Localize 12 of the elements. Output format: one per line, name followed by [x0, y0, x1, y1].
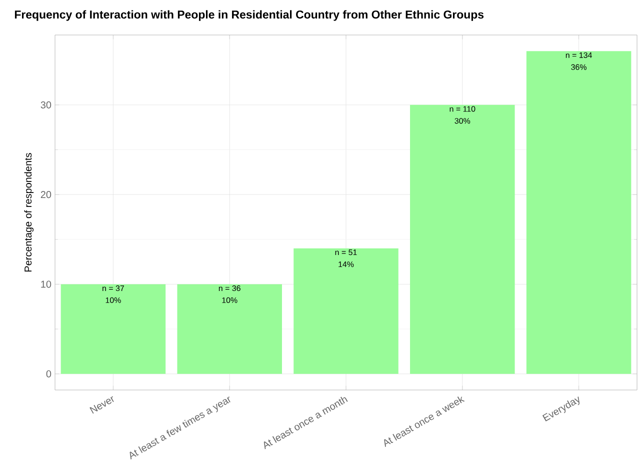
y-tick-label: 10: [41, 280, 52, 288]
bar: [60, 284, 166, 374]
bar: [410, 104, 515, 374]
chart-title: Frequency of Interaction with People in Residential Country from Other Ethnic Groups: [14, 10, 484, 21]
bar: [526, 51, 632, 374]
y-tick-label: 0: [46, 370, 52, 378]
y-tick-label: 20: [40, 191, 52, 198]
bar: [294, 248, 398, 374]
x-tick-label: At least a few times a year: [130, 396, 230, 460]
y-axis-title: Percentage of respondents: [24, 153, 34, 272]
bar: [177, 284, 282, 374]
y-tick-label: 30: [40, 101, 52, 108]
